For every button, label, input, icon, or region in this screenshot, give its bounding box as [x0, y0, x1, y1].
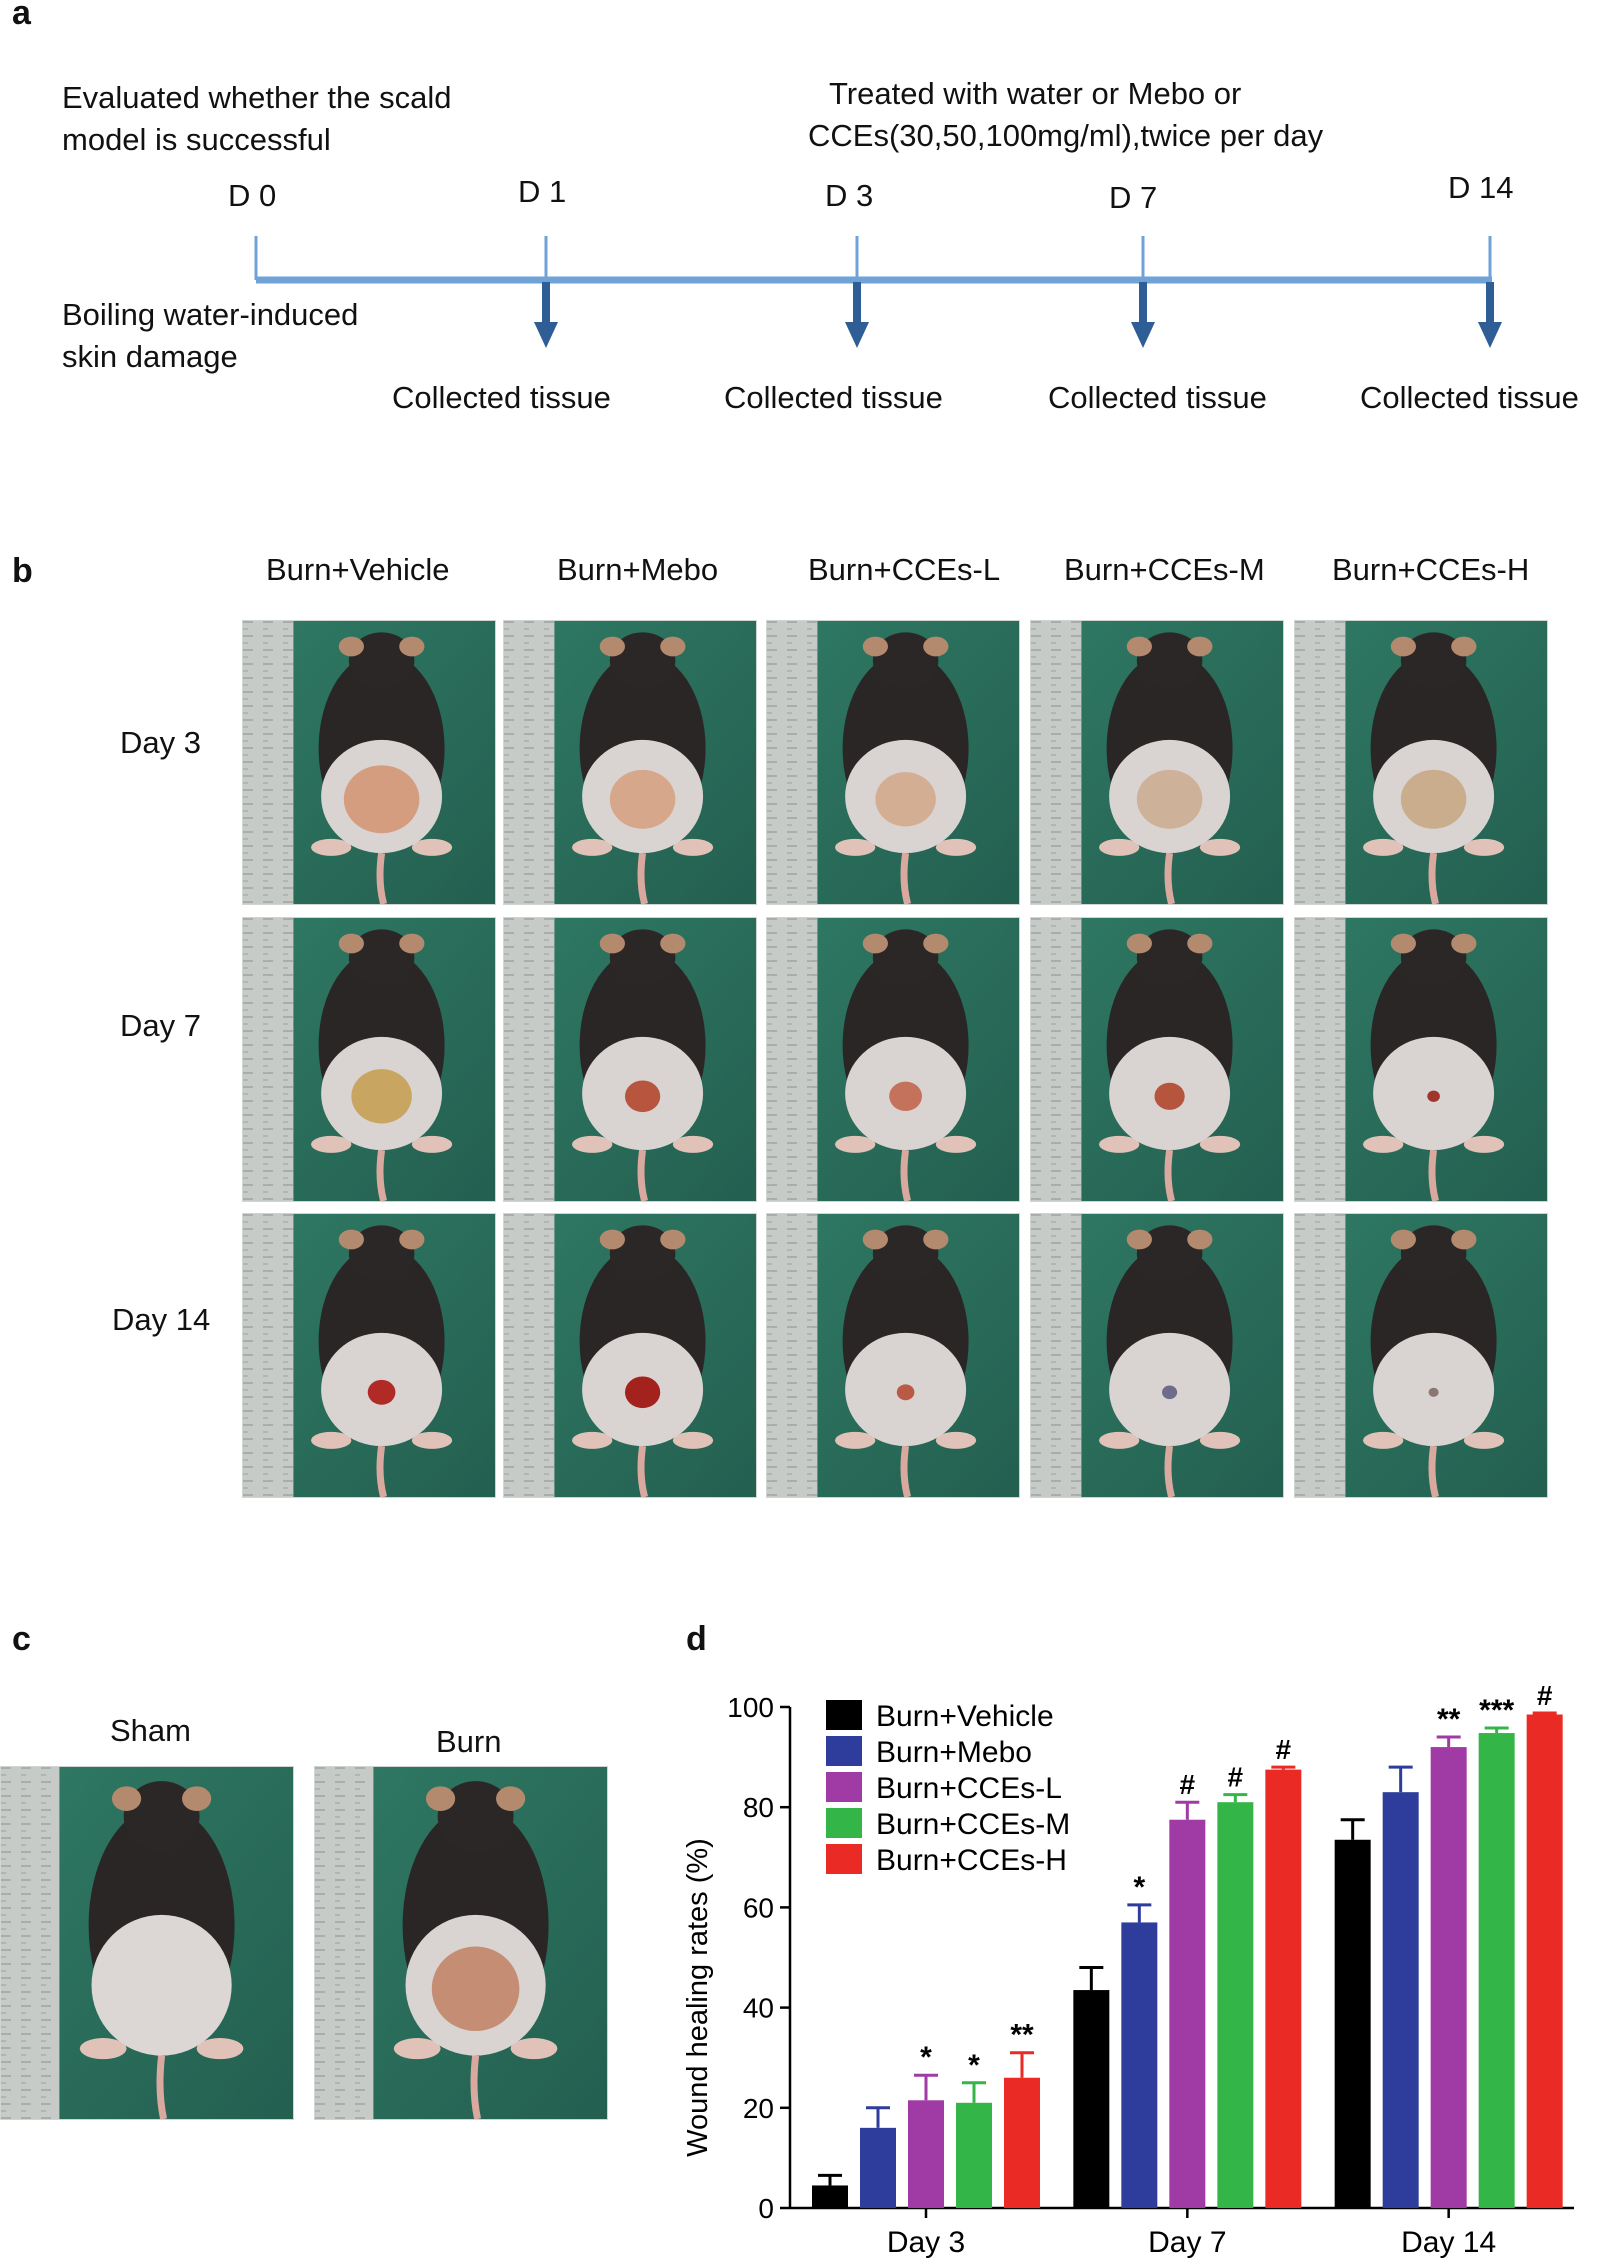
- legend-label: Burn+Vehicle: [876, 1700, 1054, 1733]
- collect-arrow-d3: [845, 282, 869, 348]
- legend-swatch: [826, 1700, 862, 1730]
- timeline-note-left-line1: Evaluated whether the scald: [62, 80, 452, 115]
- legend-label: Burn+Mebo: [876, 1736, 1032, 1769]
- group-header-mebo: Burn+Mebo: [557, 552, 719, 587]
- bar: [1121, 1922, 1158, 2208]
- legend-label: Burn+CCEs-L: [876, 1772, 1062, 1805]
- sham-label: Sham: [110, 1713, 191, 1748]
- legend-swatch: [826, 1736, 862, 1766]
- y-tick-label: 100: [727, 1692, 774, 1723]
- collect-arrow-d7: [1131, 282, 1155, 348]
- panel-c-letter: c: [12, 1620, 31, 1658]
- bar: [860, 2127, 896, 2208]
- group-header-cces-m: Burn+CCEs-M: [1064, 552, 1265, 587]
- significance-mark: #: [1228, 1762, 1244, 1793]
- photo-grid: [242, 620, 1548, 1498]
- mouse-photo-r2-c3: [766, 917, 1020, 1202]
- mouse-photo-r3-c4: [1030, 1213, 1284, 1498]
- collected-label-d14: Collected tissue: [1360, 380, 1579, 415]
- timeline-day-0: D 0: [228, 178, 277, 213]
- timeline-day-14: D 14: [1448, 170, 1514, 205]
- panel-a-letter: a: [12, 0, 31, 32]
- bar: [1004, 2077, 1040, 2208]
- mouse-photo-r3-c5: [1294, 1213, 1548, 1498]
- y-tick-label: 20: [743, 2093, 774, 2124]
- y-tick-label: 80: [743, 1792, 774, 1823]
- bar: [812, 2185, 848, 2208]
- bar: [1334, 1839, 1371, 2208]
- bar: [956, 2102, 992, 2208]
- mouse-photo-r1-c2: [503, 620, 757, 905]
- y-axis-label: Wound healing rates (%): [682, 1838, 714, 2157]
- mouse-photo-r2-c5: [1294, 917, 1548, 1202]
- bar: [1169, 1819, 1206, 2208]
- chart-bars: * ****# ##** *** #: [812, 1680, 1563, 2208]
- mouse-photo-r1-c5: [1294, 620, 1548, 905]
- significance-mark: ***: [1479, 1694, 1514, 1727]
- significance-mark: #: [1180, 1769, 1196, 1800]
- mouse-photo-r2-c4: [1030, 917, 1284, 1202]
- collected-label-d7: Collected tissue: [1048, 380, 1267, 415]
- y-tick-label: 0: [758, 2193, 774, 2224]
- row-label-day7: Day 7: [120, 1008, 201, 1043]
- timeline-note-right-line1: Treated with water or Mebo or: [829, 76, 1242, 111]
- legend-label: Burn+CCEs-H: [876, 1844, 1067, 1877]
- mouse-photo-r1-c1: [242, 620, 496, 905]
- legend-swatch: [826, 1808, 862, 1838]
- timeline-graphic: [254, 236, 1502, 348]
- timeline-note-right-line2: CCEs(30,50,100mg/ml),twice per day: [808, 118, 1324, 153]
- mouse-photo-r3-c1: [242, 1213, 496, 1498]
- row-label-day14: Day 14: [112, 1302, 211, 1337]
- group-header-cces-h: Burn+CCEs-H: [1332, 552, 1530, 587]
- burn-label: Burn: [436, 1724, 502, 1759]
- bar: [1265, 1769, 1302, 2208]
- significance-mark: #: [1276, 1734, 1292, 1765]
- significance-mark: *: [920, 2041, 932, 2074]
- significance-mark: #: [1537, 1680, 1553, 1711]
- mouse-photo-r2-c2: [503, 917, 757, 1202]
- timeline-note-left-line2: model is successful: [62, 122, 331, 157]
- significance-mark: **: [1010, 2019, 1034, 2052]
- mouse-photo-r3-c2: [503, 1213, 757, 1498]
- collect-arrow-d1: [534, 282, 558, 348]
- mouse-photo-r1-c4: [1030, 620, 1284, 905]
- mouse-photo-r1-c3: [766, 620, 1020, 905]
- collect-arrow-d14: [1478, 282, 1502, 348]
- bar: [1382, 1792, 1419, 2208]
- x-tick-label: Day 3: [887, 2226, 965, 2259]
- panel-b-letter: b: [12, 552, 33, 590]
- bar: [908, 2100, 944, 2208]
- collected-label-d1: Collected tissue: [392, 380, 611, 415]
- legend-label: Burn+CCEs-M: [876, 1808, 1070, 1841]
- significance-mark: **: [1437, 1703, 1461, 1736]
- x-tick-label: Day 7: [1148, 2226, 1226, 2259]
- significance-mark: *: [1133, 1871, 1145, 1904]
- bar: [1217, 1802, 1254, 2208]
- mouse-photo-r2-c1: [242, 917, 496, 1202]
- bar: [1430, 1747, 1467, 2208]
- bar: [1478, 1733, 1515, 2208]
- mouse-photo-r3-c3: [766, 1213, 1020, 1498]
- row-label-day3: Day 3: [120, 725, 201, 760]
- induce-note-line2: skin damage: [62, 339, 238, 374]
- panel-d-letter: d: [686, 1620, 707, 1658]
- group-header-vehicle: Burn+Vehicle: [266, 552, 450, 587]
- timeline-day-7: D 7: [1109, 180, 1158, 215]
- chart-legend: Burn+VehicleBurn+MeboBurn+CCEs-LBurn+CCE…: [826, 1700, 1070, 1877]
- collected-label-d3: Collected tissue: [724, 380, 943, 415]
- y-tick-label: 40: [743, 1993, 774, 2024]
- bar: [1526, 1714, 1563, 2208]
- x-tick-label: Day 14: [1401, 2226, 1496, 2259]
- significance-mark: *: [968, 2049, 980, 2082]
- group-header-cces-l: Burn+CCEs-L: [808, 552, 1001, 587]
- y-tick-label: 60: [743, 1892, 774, 1923]
- legend-swatch: [826, 1772, 862, 1802]
- bar: [1073, 1990, 1110, 2208]
- timeline-day-3: D 3: [825, 178, 874, 213]
- induce-note-line1: Boiling water-induced: [62, 297, 359, 332]
- legend-swatch: [826, 1844, 862, 1874]
- timeline-day-1: D 1: [518, 174, 567, 209]
